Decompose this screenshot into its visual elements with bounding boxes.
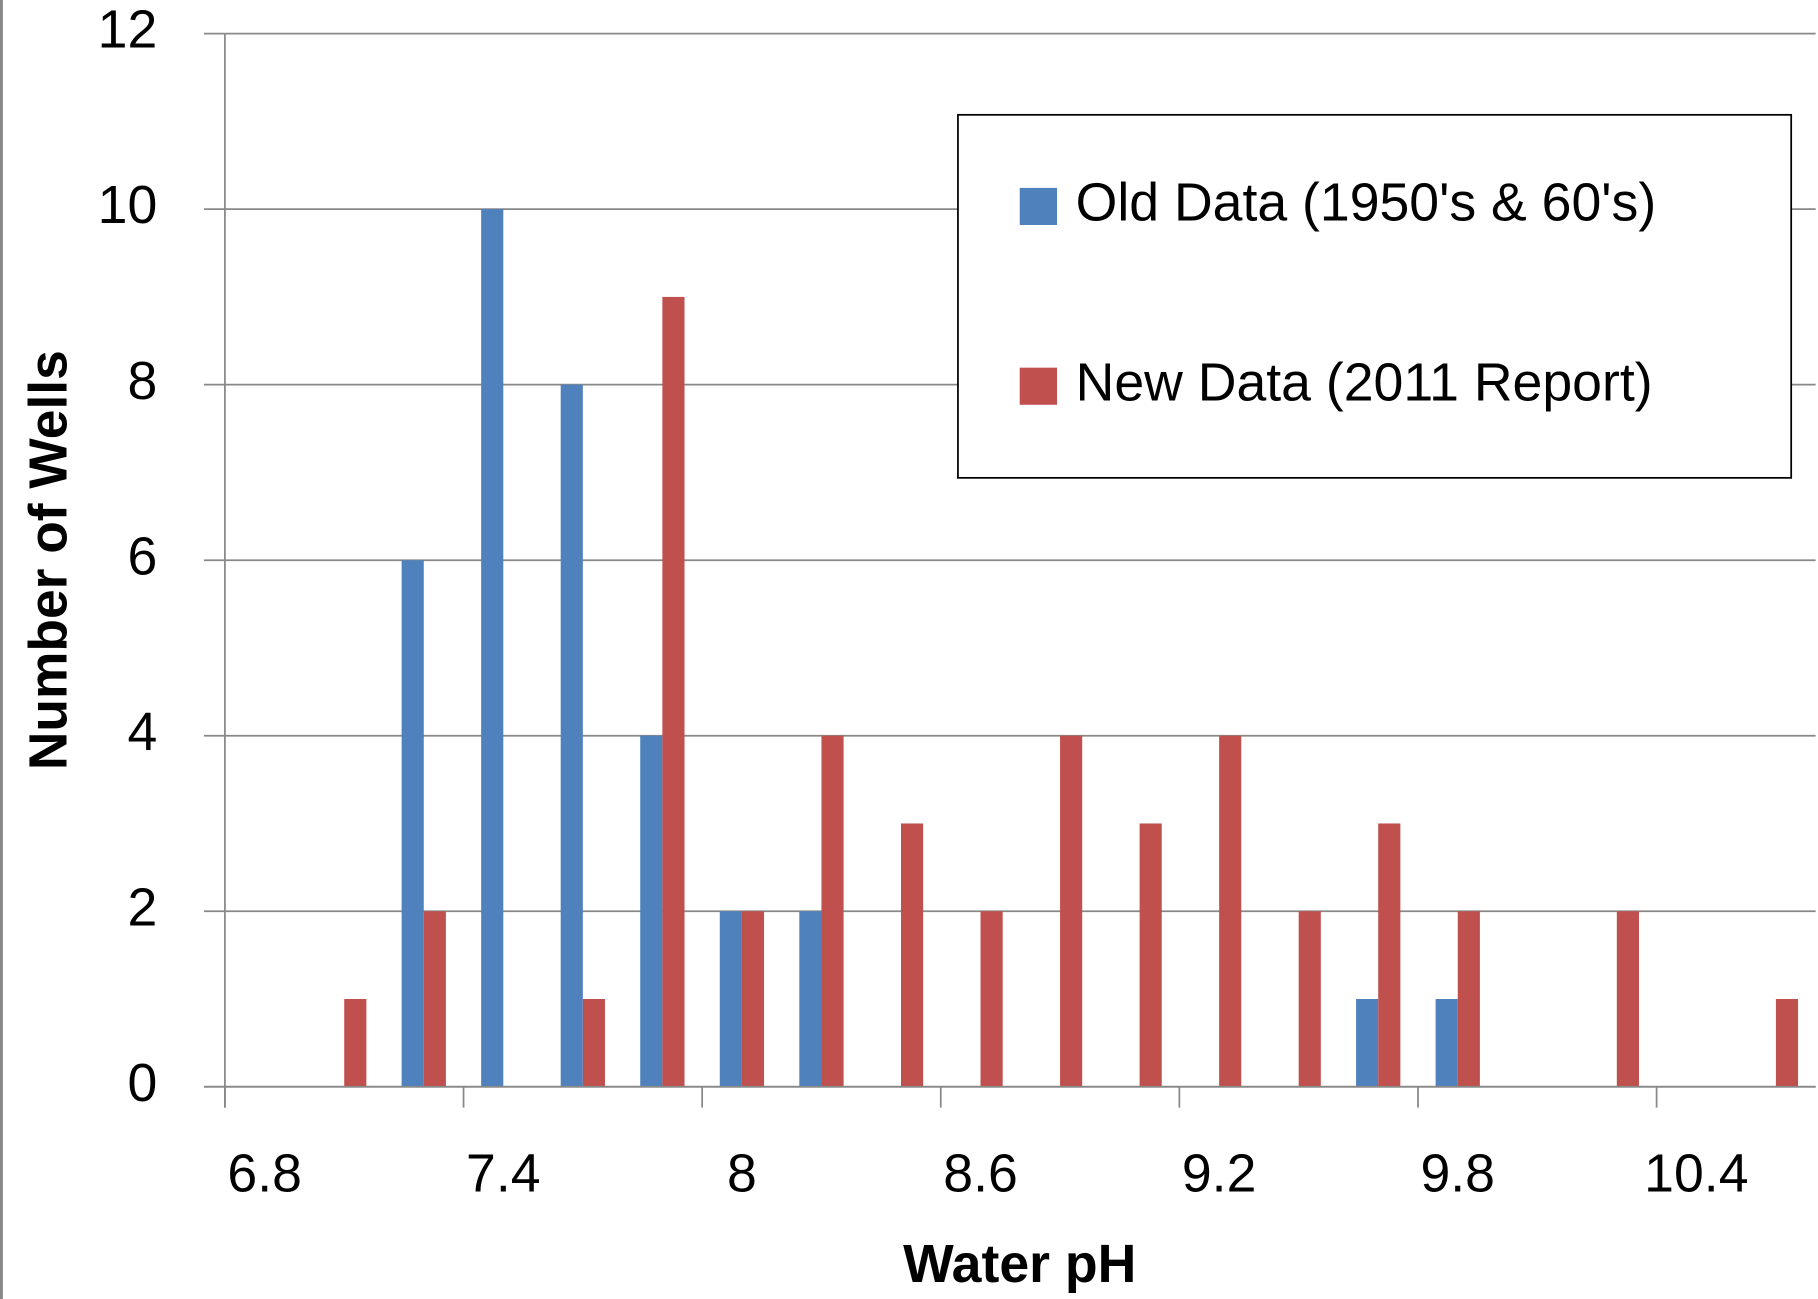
x-axis-title: Water pH bbox=[903, 1235, 1136, 1294]
legend-label: Old Data (1950's & 60's) bbox=[1076, 174, 1657, 233]
y-tick-label: 12 bbox=[98, 1, 158, 60]
bar bbox=[560, 384, 583, 1087]
bar bbox=[1435, 998, 1458, 1087]
bar bbox=[423, 911, 446, 1087]
bar bbox=[1616, 911, 1639, 1087]
y-tick-label: 2 bbox=[128, 878, 158, 937]
bar bbox=[799, 911, 822, 1087]
y-tick-label: 10 bbox=[98, 176, 158, 235]
x-tick-label: 6.8 bbox=[227, 1144, 302, 1203]
bar bbox=[821, 735, 844, 1087]
bar bbox=[481, 209, 504, 1087]
legend-swatch bbox=[1019, 187, 1058, 226]
bar bbox=[1060, 735, 1083, 1087]
legend: Old Data (1950's & 60's) New Data (2011 R… bbox=[957, 113, 1793, 479]
x-tick-label: 9.8 bbox=[1420, 1144, 1495, 1203]
bar bbox=[900, 823, 924, 1087]
legend-swatch bbox=[1019, 367, 1058, 405]
legend-box bbox=[957, 113, 1793, 479]
bar bbox=[640, 735, 663, 1087]
bar bbox=[1219, 735, 1242, 1087]
y-axis-title: Number of Wells bbox=[19, 350, 78, 770]
y-tick-label: 6 bbox=[128, 527, 158, 586]
bar bbox=[741, 911, 765, 1087]
bar bbox=[582, 998, 605, 1087]
bar bbox=[1356, 998, 1379, 1087]
x-tick-label: 10.4 bbox=[1644, 1144, 1748, 1203]
bar bbox=[662, 296, 685, 1087]
x-tick-label: 8.6 bbox=[943, 1144, 1018, 1203]
bar bbox=[1378, 823, 1401, 1087]
bar bbox=[344, 998, 367, 1087]
x-tick-label: 8 bbox=[727, 1144, 757, 1203]
legend-label: New Data (2011 Report) bbox=[1076, 353, 1653, 412]
bar bbox=[401, 560, 424, 1087]
y-tick-label: 0 bbox=[128, 1054, 158, 1113]
bar bbox=[1775, 998, 1799, 1087]
bar bbox=[719, 911, 742, 1087]
x-tick-label: 7.4 bbox=[466, 1144, 541, 1203]
y-tick-label: 8 bbox=[128, 352, 158, 411]
x-tick-label: 9.2 bbox=[1182, 1144, 1257, 1203]
bar bbox=[1457, 911, 1480, 1087]
y-tick-label: 4 bbox=[128, 703, 158, 762]
bar bbox=[1298, 911, 1321, 1087]
bar bbox=[980, 911, 1003, 1087]
bar bbox=[1139, 823, 1162, 1087]
